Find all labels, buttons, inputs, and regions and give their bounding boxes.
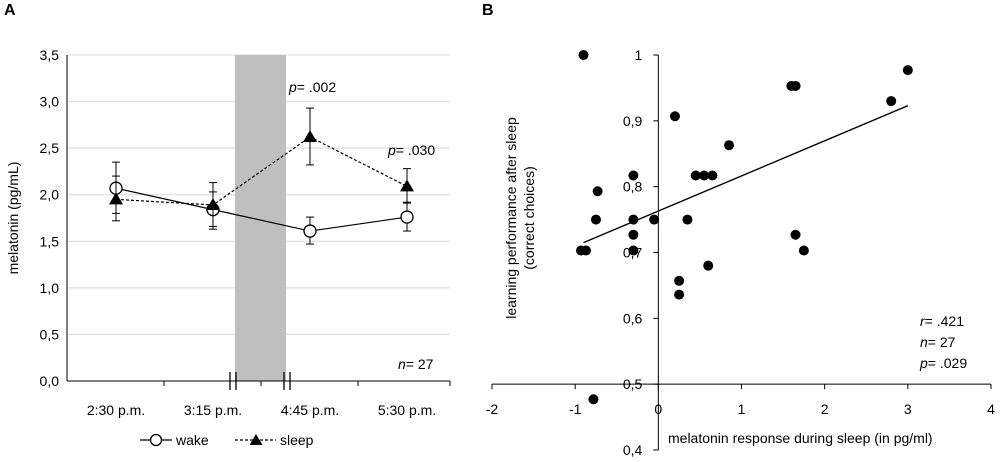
legend-sleep-marker bbox=[249, 434, 263, 445]
scatter-point bbox=[724, 140, 735, 151]
panel-a-sleep-shade bbox=[235, 55, 286, 381]
series-line bbox=[115, 136, 408, 206]
scatter-point bbox=[674, 289, 685, 300]
legend-sleep-label: sleep bbox=[280, 432, 314, 448]
scatter-point bbox=[703, 260, 714, 271]
scatter-point bbox=[588, 394, 599, 405]
panel-a-y-tick-label: 1,0 bbox=[40, 280, 60, 296]
scatter-point bbox=[798, 245, 809, 256]
panel-b-y-tick-label: 0,9 bbox=[623, 113, 643, 129]
panel-a-p-value-2: p= .030 bbox=[387, 142, 435, 158]
panel-label-a: A bbox=[4, 2, 16, 19]
panel-a-y-axis-label: melatonin (pg/mL) bbox=[5, 162, 21, 275]
panel-b-y-axis-label-line1: learning performance after sleep bbox=[503, 117, 519, 319]
wake-marker bbox=[303, 224, 317, 238]
panel-a-x-tick-label: 3:15 p.m. bbox=[184, 402, 242, 418]
scatter-point bbox=[628, 229, 639, 240]
panel-a-y-tick-label: 0,5 bbox=[40, 326, 60, 342]
panel-a-n-value: n= 27 bbox=[398, 356, 434, 372]
panel-b-r-value: r= .421 bbox=[920, 313, 964, 329]
panel-b-x-tick-label: -2 bbox=[486, 401, 499, 417]
scatter-point bbox=[590, 214, 601, 225]
panel-b-p-value: p= .029 bbox=[919, 355, 967, 371]
panel-a-legend: wake sleep bbox=[140, 432, 314, 448]
sleep-marker bbox=[303, 129, 317, 142]
panel-a-y-tick-label: 3,5 bbox=[40, 47, 60, 63]
scatter-point bbox=[682, 214, 693, 225]
panel-b-y-tick-label: 0,6 bbox=[623, 310, 643, 326]
panel-b-x-tick-label: 3 bbox=[904, 401, 912, 417]
panel-b-x-tick-label: 4 bbox=[987, 401, 995, 417]
panel-b-x-axis-label: melatonin response during sleep (in pg/m… bbox=[668, 430, 933, 446]
scatter-point bbox=[578, 50, 589, 60]
panel-a-series-sleep bbox=[109, 107, 414, 230]
sleep-marker bbox=[400, 179, 414, 192]
scatter-point bbox=[902, 65, 913, 76]
panel-b-x-tick-label: -1 bbox=[569, 401, 582, 417]
panel-a-x-tick-label: 5:30 p.m. bbox=[378, 402, 436, 418]
panel-b-y-tick-label: 0,4 bbox=[623, 442, 643, 458]
series-line bbox=[115, 187, 408, 232]
panel-b-y-tick-label: 0,8 bbox=[623, 179, 643, 195]
scatter-point bbox=[628, 214, 639, 225]
scatter-point bbox=[690, 170, 701, 181]
scatter-point bbox=[628, 170, 639, 181]
panel-b-x-tick-label: 2 bbox=[821, 401, 829, 417]
scatter-point bbox=[580, 245, 591, 256]
scatter-point bbox=[886, 96, 897, 107]
panel-b-x-tick-label: 1 bbox=[738, 401, 746, 417]
scatter-point bbox=[592, 186, 603, 197]
scatter-point bbox=[649, 214, 660, 225]
legend-wake-marker bbox=[149, 433, 163, 447]
scatter-point bbox=[790, 229, 801, 240]
panel-a-y-tick-label: 0,0 bbox=[40, 373, 60, 389]
panel-a-x-tick-label: 2:30 p.m. bbox=[87, 402, 145, 418]
panel-a-y-tick-label: 2,0 bbox=[40, 187, 60, 203]
panel-a-y-tick-label: 3,0 bbox=[40, 94, 60, 110]
panel-a-p-value-1: p= .002 bbox=[288, 79, 336, 95]
panel-b-y-axis-label-line2: (correct choices) bbox=[521, 166, 537, 269]
sleep-marker bbox=[109, 192, 123, 205]
panel-b-n-value: n= 27 bbox=[920, 334, 956, 350]
scatter-point bbox=[707, 170, 718, 181]
panel-b-x-tick-label: 0 bbox=[654, 401, 662, 417]
panel-b-y-tick-label: 0,5 bbox=[623, 376, 643, 392]
legend-wake-label: wake bbox=[175, 432, 209, 448]
panel-a-x-tick-label: 4:45 p.m. bbox=[281, 402, 339, 418]
sleep-marker bbox=[206, 197, 220, 210]
scatter-point bbox=[628, 245, 639, 256]
scatter-point bbox=[790, 80, 801, 91]
scatter-point bbox=[699, 170, 710, 181]
panel-a-y-tick-label: 2,5 bbox=[40, 140, 60, 156]
panel-b-y-tick-label: 1 bbox=[635, 47, 643, 63]
scatter-point bbox=[669, 111, 680, 122]
panel-label-b: B bbox=[482, 2, 494, 19]
wake-marker bbox=[400, 210, 414, 224]
panel-a-y-tick-label: 1,5 bbox=[40, 233, 60, 249]
scatter-point bbox=[674, 275, 685, 286]
